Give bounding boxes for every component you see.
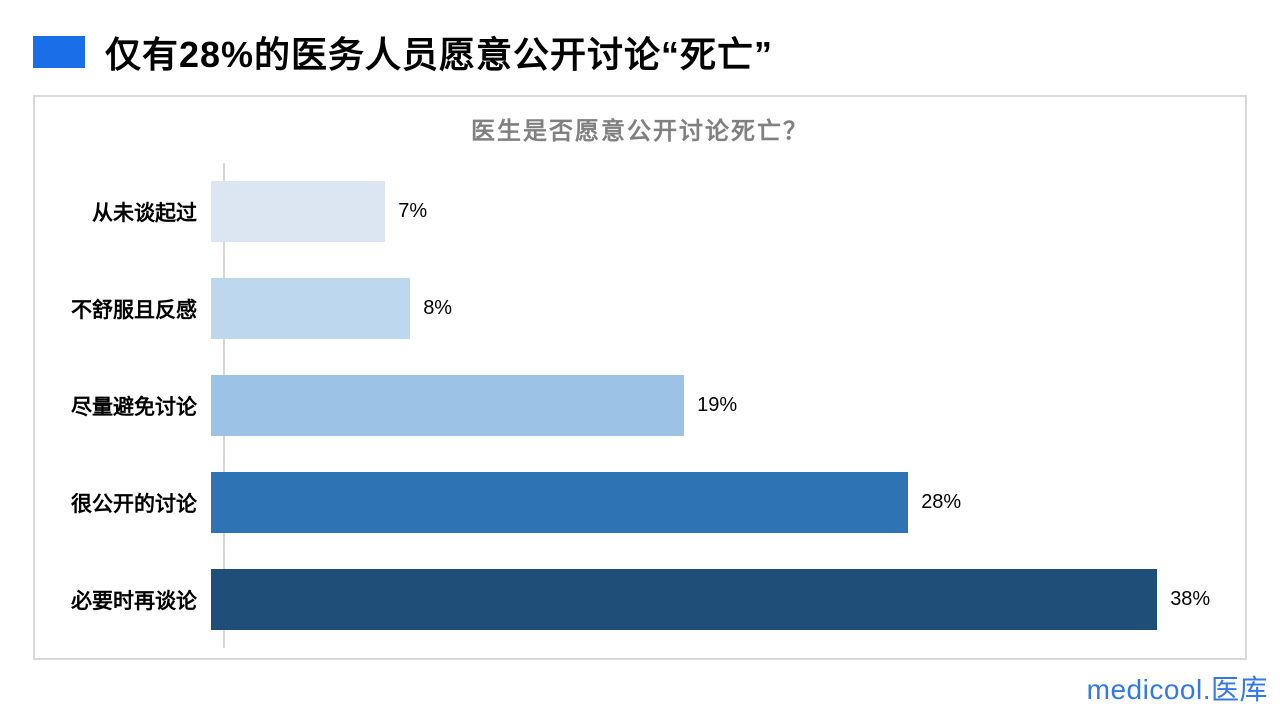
bar-row: 不舒服且反感 8% <box>35 260 1245 357</box>
value-label: 19% <box>697 394 738 416</box>
brand-logo: medicool.医库 <box>1086 674 1268 705</box>
bar-row: 必要时再谈论 38% <box>35 551 1245 648</box>
value-label: 38% <box>1170 588 1211 610</box>
footer: medicool.医库 <box>1087 668 1268 708</box>
chart-title: 医生是否愿意公开讨论死亡？ <box>471 118 809 145</box>
category-label: 尽量避免讨论 <box>71 395 197 419</box>
title-bullet-icon <box>33 36 85 68</box>
category-label: 很公开的讨论 <box>71 492 197 516</box>
bar-row: 很公开的讨论 28% <box>35 454 1245 551</box>
bar-fill <box>211 569 1158 630</box>
bar-track: 38% <box>211 569 1211 630</box>
bar-track: 28% <box>211 472 1207 533</box>
category-label: 必要时再谈论 <box>71 589 197 613</box>
category-label: 从未谈起过 <box>92 201 197 225</box>
bar-row: 尽量避免讨论 19% <box>35 357 1245 454</box>
header: 仅有28%的医务人员愿意公开讨论“死亡” <box>33 26 1247 78</box>
page-title: 仅有28%的医务人员愿意公开讨论“死亡” <box>105 34 774 75</box>
bar-fill <box>211 278 411 339</box>
bar-track: 19% <box>211 375 1207 436</box>
bar-fill <box>211 181 386 242</box>
bar-fill <box>211 472 909 533</box>
bar-row: 从未谈起过 7% <box>35 163 1245 260</box>
category-label: 不舒服且反感 <box>71 298 197 322</box>
value-label: 28% <box>921 491 962 513</box>
bar-fill <box>211 375 685 436</box>
bar-track: 8% <box>211 278 1207 339</box>
value-label: 8% <box>423 297 453 319</box>
bar-track: 7% <box>211 181 1207 242</box>
bar-rows: 从未谈起过 7% 不舒服且反感 8% 尽量避免讨论 19% 很公开的讨论 28% 必要时再谈论 3… <box>35 163 1245 648</box>
value-label: 7% <box>398 200 428 222</box>
chart-container: 医生是否愿意公开讨论死亡？ 从未谈起过 7% 不舒服且反感 8% 尽量避免讨论 19% 很公… <box>33 95 1247 660</box>
